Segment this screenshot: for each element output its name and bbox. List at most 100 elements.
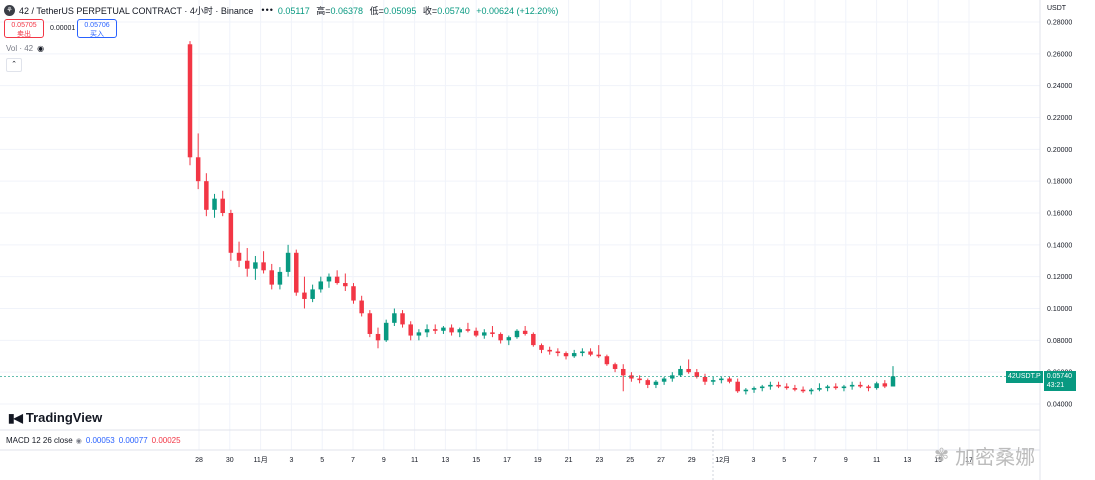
candle-body xyxy=(678,368,683,376)
candle-body xyxy=(604,356,610,365)
candle-body xyxy=(882,383,888,387)
candle-body xyxy=(253,262,258,269)
candle-body xyxy=(620,368,626,376)
eye-icon[interactable]: ◉ xyxy=(75,437,82,445)
candle xyxy=(343,273,348,291)
candle xyxy=(825,384,830,392)
time-axis-labels: 28 30 11月 3 5 7 9 11 13 15 17 19 21 23 25 27 29 12月 3 5 7 9 11… xyxy=(195,456,973,464)
macd-histogram-value: 0.00025 xyxy=(151,436,181,445)
candle-body xyxy=(400,313,405,325)
tradingview-logo-text: TradingView xyxy=(25,410,103,425)
y-tick-label: 0.22000 xyxy=(1047,115,1072,122)
x-tick-label: 27 xyxy=(657,457,665,464)
candle-body xyxy=(269,270,274,285)
volume-indicator[interactable]: Vol · 42 ◉ xyxy=(6,44,44,53)
candle xyxy=(629,372,634,382)
candle xyxy=(882,380,888,389)
candle-body xyxy=(768,384,773,387)
candle-body xyxy=(571,353,577,357)
candle-body xyxy=(694,372,700,377)
candle-body xyxy=(236,252,242,261)
x-tick-label: 29 xyxy=(688,457,696,464)
tradingview-logo-icon: ▮◀ xyxy=(8,410,23,425)
candle xyxy=(874,381,879,390)
macd-label: MACD 12 26 close xyxy=(6,436,73,445)
x-tick-label: 7 xyxy=(351,457,355,464)
candle xyxy=(620,364,626,392)
candle-body xyxy=(441,327,446,331)
volume-label: Vol · 42 xyxy=(6,44,34,53)
candle xyxy=(383,319,389,342)
candle-body xyxy=(416,332,422,336)
candle-body xyxy=(522,330,528,334)
candle-body xyxy=(849,384,855,387)
candle xyxy=(670,372,675,382)
price-unit[interactable]: USDT xyxy=(1047,5,1067,12)
ohlc-change: +0.00624 (+12.20%) xyxy=(476,5,559,16)
candle xyxy=(375,327,381,349)
candle xyxy=(547,346,552,355)
candle-body xyxy=(531,333,536,346)
candle-body xyxy=(825,386,830,389)
candle xyxy=(220,190,225,217)
candle xyxy=(294,249,299,296)
candle xyxy=(522,326,528,336)
candle xyxy=(334,270,340,285)
candle-body xyxy=(359,300,364,314)
candles xyxy=(187,41,896,395)
candle-body xyxy=(596,354,601,357)
macd-indicator[interactable]: MACD 12 26 close ◉ 0.00053 0.00077 0.000… xyxy=(6,436,181,445)
candle xyxy=(841,384,847,392)
candle xyxy=(531,332,536,347)
candle-body xyxy=(874,383,879,389)
chart-title[interactable]: 42 / TetherUS PERPETUAL CONTRACT · 4小时 ·… xyxy=(19,5,254,16)
candle-body xyxy=(343,283,348,287)
candle-body xyxy=(432,329,438,331)
candle xyxy=(187,41,193,166)
candle xyxy=(269,263,274,290)
candle xyxy=(367,310,373,338)
candle xyxy=(694,368,700,379)
tradingview-logo[interactable]: ▮◀ TradingView xyxy=(8,410,102,425)
sell-button[interactable]: 0.05705 卖出 xyxy=(4,19,44,38)
candle-body xyxy=(490,332,495,334)
x-tick-label: 23 xyxy=(596,457,604,464)
candle-body xyxy=(392,313,397,323)
eye-icon[interactable]: ◉ xyxy=(37,44,45,53)
sell-price: 0.05705 xyxy=(11,22,37,29)
candle-body xyxy=(457,329,463,333)
buy-button[interactable]: 0.05706 买入 xyxy=(77,19,117,38)
candle-body xyxy=(727,378,732,382)
candle xyxy=(441,326,446,334)
x-tick-label: 21 xyxy=(565,457,573,464)
ohlc-low-label: 低= xyxy=(369,5,384,16)
candle xyxy=(253,255,258,280)
candle-body xyxy=(310,289,315,299)
candle xyxy=(596,345,601,358)
candle xyxy=(604,354,610,366)
candle-body xyxy=(294,252,299,293)
x-tick-label: 13 xyxy=(904,457,912,464)
ohlc-close-label: 收= xyxy=(422,5,438,16)
x-tick-label: 28 xyxy=(195,457,203,464)
candle xyxy=(735,378,740,393)
candle xyxy=(759,384,765,392)
chart-logo-icon[interactable]: ⚘ xyxy=(4,4,15,16)
x-tick-label: 15 xyxy=(472,457,480,464)
candle xyxy=(563,351,569,360)
candle xyxy=(866,384,871,392)
candle-body xyxy=(547,349,552,352)
more-options-icon[interactable]: ••• xyxy=(261,5,274,15)
candle-body xyxy=(710,380,716,382)
y-tick-label: 0.04000 xyxy=(1047,402,1072,409)
candle-body xyxy=(817,388,822,390)
candle xyxy=(277,267,283,290)
candle xyxy=(612,362,618,373)
candle-body xyxy=(187,44,193,158)
candle-body xyxy=(204,181,209,210)
collapse-indicators-button[interactable]: ⌃ xyxy=(6,58,22,72)
candle xyxy=(204,173,209,217)
candle-body xyxy=(792,388,798,390)
candle xyxy=(432,324,438,334)
